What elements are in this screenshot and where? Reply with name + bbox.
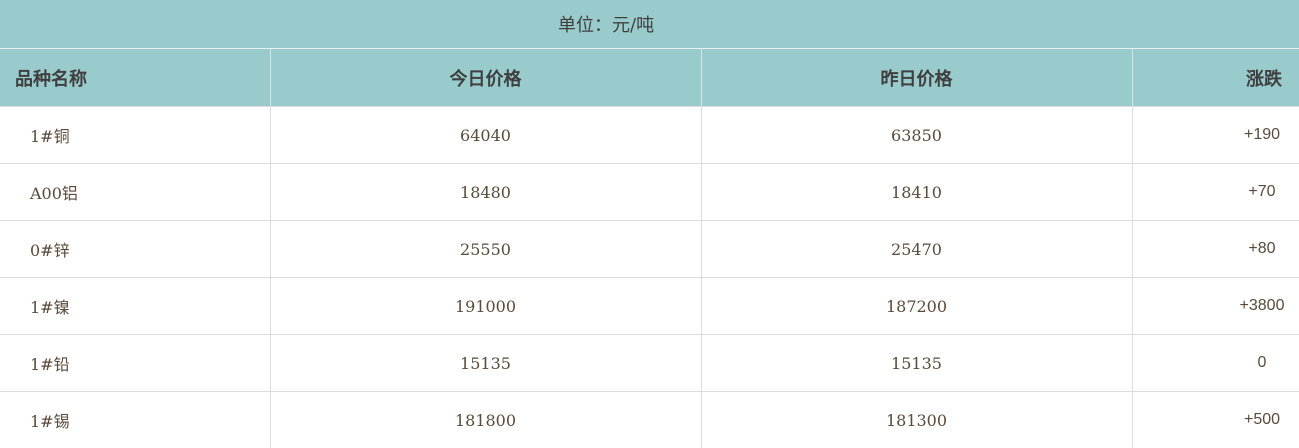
cell-change: 0: [1132, 335, 1299, 392]
unit-label: 单位：元/吨: [558, 11, 654, 37]
change-value: 0: [1225, 354, 1299, 372]
cell-name: 1#铅: [0, 335, 270, 392]
cell-yesterday-price: 18410: [701, 164, 1132, 221]
cell-yesterday-price: 181300: [701, 392, 1132, 448]
cell-yesterday-price: 25470: [701, 221, 1132, 278]
cell-change: +500: [1132, 392, 1299, 448]
cell-today-price: 181800: [270, 392, 701, 448]
column-header-yesterday-price: 昨日价格: [701, 49, 1132, 107]
cell-today-price: 18480: [270, 164, 701, 221]
cell-yesterday-price: 15135: [701, 335, 1132, 392]
cell-yesterday-price: 187200: [701, 278, 1132, 335]
cell-today-price: 64040: [270, 107, 701, 164]
table-header-row: 品种名称 今日价格 昨日价格 涨跌: [0, 49, 1299, 107]
column-header-change: 涨跌: [1132, 49, 1299, 107]
change-value: +70: [1225, 183, 1299, 201]
change-value: +500: [1225, 411, 1299, 429]
cell-change: +70: [1132, 164, 1299, 221]
cell-name: 1#镍: [0, 278, 270, 335]
cell-today-price: 191000: [270, 278, 701, 335]
change-value: +190: [1225, 126, 1299, 144]
column-header-name: 品种名称: [0, 49, 270, 107]
change-value: +80: [1225, 240, 1299, 258]
unit-header: 单位：元/吨: [0, 0, 1299, 49]
cell-name: 1#铜: [0, 107, 270, 164]
change-value: +3800: [1225, 297, 1299, 315]
cell-name: A00铝: [0, 164, 270, 221]
cell-today-price: 15135: [270, 335, 701, 392]
cell-change: +3800: [1132, 278, 1299, 335]
cell-name: 0#锌: [0, 221, 270, 278]
cell-name: 1#锡: [0, 392, 270, 448]
cell-today-price: 25550: [270, 221, 701, 278]
cell-change: +80: [1132, 221, 1299, 278]
cell-yesterday-price: 63850: [701, 107, 1132, 164]
cell-change: +190: [1132, 107, 1299, 164]
column-header-today-price: 今日价格: [270, 49, 701, 107]
